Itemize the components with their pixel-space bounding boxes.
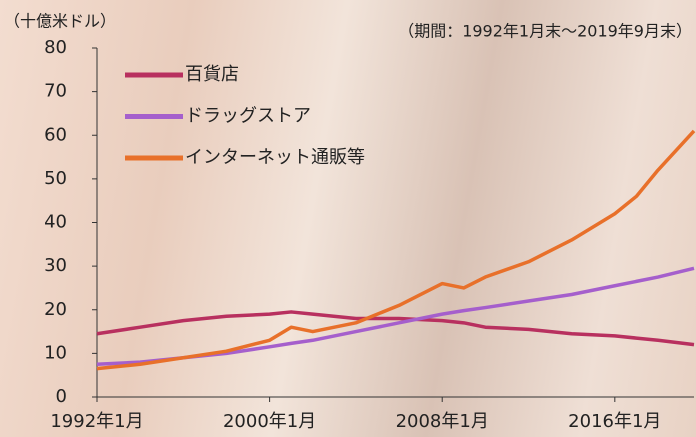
x-tick-label: 2000年1月 — [223, 411, 316, 432]
x-tick-label: 2008年1月 — [396, 411, 489, 432]
y-tick-label: 60 — [44, 124, 67, 145]
y-tick-label: 0 — [56, 386, 67, 407]
legend-label: ドラッグストア — [185, 106, 311, 127]
legend-label: 百貨店 — [185, 64, 239, 85]
x-tick-label: 1992年1月 — [50, 411, 143, 432]
series-line — [97, 312, 694, 345]
y-tick-label: 40 — [44, 212, 67, 233]
series-line — [97, 268, 694, 364]
period-note: （期間：1992年1月末～2019年9月末） — [398, 22, 692, 41]
chart: （十億米ドル） （期間：1992年1月末～2019年9月末） 0 10 20 30 40… — [0, 0, 696, 437]
y-tick-label: 20 — [44, 299, 67, 320]
y-tick-label: 80 — [44, 37, 67, 58]
y-tick-label: 10 — [44, 342, 67, 363]
y-tick-label: 30 — [44, 255, 67, 276]
legend-label: インターネット通販等 — [185, 147, 365, 168]
unit-label: （十億米ドル） — [4, 12, 116, 31]
y-tick-label: 70 — [44, 81, 67, 102]
x-tick-label: 2016年1月 — [568, 411, 661, 432]
y-tick-label: 50 — [44, 168, 67, 189]
